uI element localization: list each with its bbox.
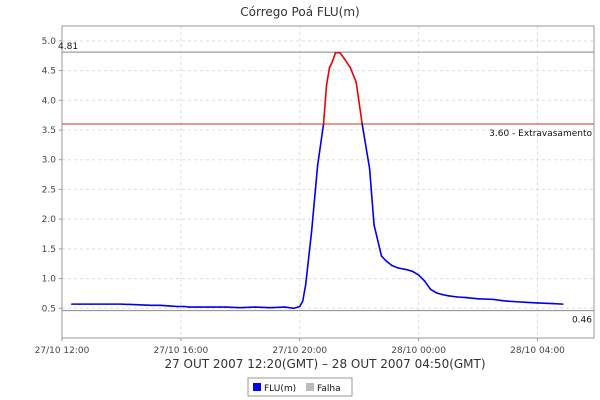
plot-area (61, 25, 595, 339)
x-tick-label: 28/10 00:00 (391, 346, 446, 356)
series-segment (168, 305, 179, 308)
series-segment (316, 123, 325, 167)
series-segment (349, 66, 358, 84)
series-segment (293, 305, 301, 310)
series-segment (515, 300, 527, 304)
reference-line-label: 3.60 - Extravasamento (489, 129, 592, 139)
y-tick-label: 1.0 (42, 275, 57, 285)
series-segment (435, 292, 444, 296)
grid-lines (61, 26, 594, 338)
series-segment (159, 304, 170, 307)
series-segment (385, 259, 393, 267)
series-segment (507, 300, 518, 303)
series-segment (417, 274, 426, 282)
series-segment (284, 306, 295, 310)
chart-title: Córrego Poá FLU(m) (240, 5, 359, 19)
x-tick-label: 27/10 20:00 (272, 346, 327, 356)
y-tick-label: 1.5 (42, 245, 56, 255)
series-segment (254, 306, 271, 309)
series-segment (405, 268, 414, 273)
series-segment (423, 280, 432, 291)
series-segment (551, 302, 564, 305)
reference-line-label: 4.81 (58, 42, 78, 52)
series-segment (536, 302, 554, 305)
reference-lines: 4.81 3.60 - Extravasamento 0.46 (58, 42, 594, 326)
y-tick-label: 3.0 (42, 156, 57, 166)
y-tick-label: 3.5 (42, 126, 56, 136)
series-segment (301, 283, 307, 302)
series-segment (343, 57, 352, 69)
series-segment (331, 51, 337, 63)
series-segment (269, 306, 286, 309)
series-segment (411, 270, 420, 276)
series-segment (361, 123, 371, 170)
series-segment (368, 167, 375, 226)
series-segment (456, 296, 468, 299)
series-segment (429, 288, 438, 294)
series-segment (328, 60, 334, 69)
series-segment (355, 81, 363, 125)
legend-swatch-falha (306, 383, 314, 391)
series-segment (120, 303, 138, 306)
series-segment (239, 306, 256, 309)
series-segment (310, 164, 319, 232)
series-segment (183, 305, 191, 308)
x-axis: 27/10 12:00 27/10 16:00 27/10 20:00 28/10 0… (35, 338, 565, 356)
series-segment (492, 298, 503, 302)
series-segment (501, 299, 509, 302)
series-segment (322, 84, 328, 125)
y-tick-label: 4.0 (42, 96, 57, 106)
series-segment (477, 297, 494, 301)
series-segment (373, 224, 383, 257)
legend-frame (247, 377, 353, 397)
series-segment (397, 267, 408, 271)
series-segment (465, 296, 479, 300)
legend-swatch-flu (253, 383, 261, 391)
series-segment (224, 306, 242, 309)
y-axis: 0.5 1.0 1.5 2.0 2.5 3.0 3.5 4.0 4.5 5.0 (42, 37, 62, 314)
legend-label-falha: Falha (317, 384, 341, 394)
y-tick-label: 5.0 (42, 37, 57, 47)
series-flu (71, 51, 564, 310)
series-segment (441, 293, 450, 297)
y-tick-label: 4.5 (42, 67, 56, 77)
series-segment (298, 300, 304, 308)
series-segment (391, 264, 399, 269)
legend: FLU(m) Falha (247, 377, 353, 397)
series-segment (325, 66, 331, 87)
series-segment (339, 51, 346, 60)
y-tick-label: 2.5 (42, 185, 56, 195)
x-tick-label: 27/10 12:00 (35, 346, 90, 356)
series-segment (135, 303, 152, 307)
legend-label-flu: FLU(m) (264, 384, 296, 394)
series-segment (447, 295, 459, 298)
x-tick-label: 27/10 16:00 (154, 346, 209, 356)
x-axis-subtitle: 27 OUT 2007 12:20(GMT) – 28 OUT 2007 04:… (164, 357, 485, 371)
series-segment (380, 255, 387, 262)
series-segment (524, 301, 539, 304)
y-tick-label: 0.5 (42, 304, 56, 314)
y-tick-label: 2.0 (42, 215, 57, 225)
x-tick-label: 28/10 04:00 (510, 346, 565, 356)
series-segment (304, 230, 313, 286)
reference-line-label: 0.46 (572, 316, 592, 326)
